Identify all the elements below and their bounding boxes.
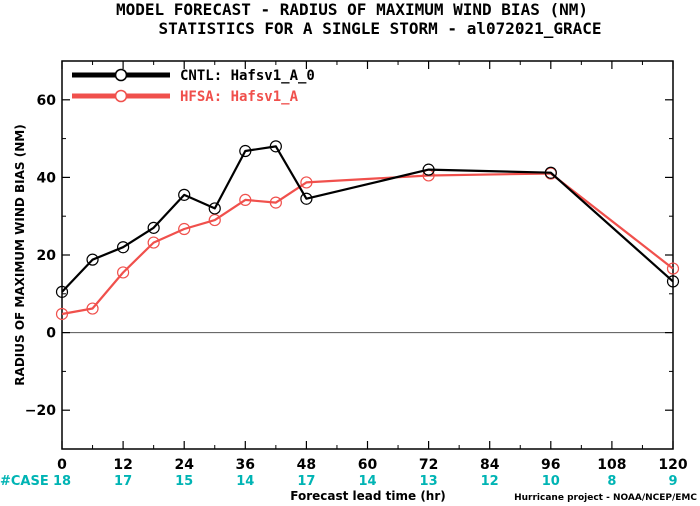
y-tick-label: −20 bbox=[25, 403, 56, 419]
case-count: 17 bbox=[297, 474, 315, 489]
case-count: 9 bbox=[668, 474, 677, 489]
case-count: 18 bbox=[53, 474, 71, 489]
data-point-cntl bbox=[300, 192, 313, 205]
series-line-cntl bbox=[61, 145, 674, 293]
data-point-cntl bbox=[666, 275, 680, 288]
data-point-cntl bbox=[116, 241, 130, 254]
data-point-cntl bbox=[147, 221, 160, 234]
x-tick-label: 84 bbox=[480, 457, 500, 473]
data-point-hfsa bbox=[666, 262, 680, 275]
data-point-hfsa bbox=[55, 307, 69, 321]
data-point-hfsa bbox=[239, 193, 252, 207]
x-tick-label: 72 bbox=[419, 457, 438, 473]
legend-label: CNTL: Hafsv1_A_0 bbox=[180, 68, 315, 84]
data-point-hfsa bbox=[208, 213, 221, 227]
chart-title: MODEL FORECAST - RADIUS OF MAXIMUM WIND … bbox=[116, 0, 588, 19]
x-tick-label: 60 bbox=[358, 457, 378, 473]
x-tick-label: 36 bbox=[236, 457, 255, 473]
case-count: 12 bbox=[481, 474, 499, 489]
credit-text: Hurricane project - NOAA/NCEP/EMC bbox=[514, 493, 697, 503]
x-tick-label: 108 bbox=[597, 457, 626, 473]
case-count: 17 bbox=[114, 474, 132, 489]
y-axis-label: RADIUS OF MAXIMUM WIND BIAS (NM) bbox=[13, 124, 27, 385]
legend-label: HFSA: Hafsv1_A bbox=[180, 89, 299, 105]
case-count: 13 bbox=[420, 474, 438, 489]
data-point-cntl bbox=[269, 140, 282, 153]
case-count: 15 bbox=[175, 474, 193, 489]
legend-marker bbox=[114, 68, 128, 82]
case-count: 10 bbox=[542, 474, 560, 489]
data-point-cntl bbox=[544, 166, 557, 179]
plot-frame bbox=[61, 60, 674, 450]
y-tick-label: 20 bbox=[37, 248, 57, 264]
x-tick-label: 120 bbox=[658, 457, 687, 473]
x-tick-label: 0 bbox=[57, 457, 67, 473]
series-line-hfsa bbox=[61, 172, 674, 316]
x-tick-label: 24 bbox=[174, 457, 194, 473]
case-count: 14 bbox=[236, 474, 254, 489]
case-count: 14 bbox=[358, 474, 376, 489]
data-point-cntl bbox=[86, 253, 99, 266]
x-tick-label: 48 bbox=[297, 457, 316, 473]
data-point-hfsa bbox=[300, 176, 313, 189]
x-axis-label: Forecast lead time (hr) bbox=[290, 489, 446, 503]
data-point-hfsa bbox=[178, 222, 191, 236]
data-point-cntl bbox=[55, 285, 69, 298]
data-point-cntl bbox=[208, 202, 221, 215]
data-point-cntl bbox=[239, 144, 252, 158]
case-count: 8 bbox=[607, 474, 616, 489]
y-tick-label: 60 bbox=[37, 93, 57, 109]
y-tick-label: 0 bbox=[46, 326, 56, 342]
data-point-hfsa bbox=[147, 236, 160, 249]
data-point-cntl bbox=[178, 188, 191, 201]
data-point-hfsa bbox=[86, 302, 99, 315]
legend-marker bbox=[114, 89, 128, 103]
data-point-cntl bbox=[422, 163, 435, 176]
case-label: #CASE bbox=[0, 474, 49, 489]
data-point-hfsa bbox=[116, 266, 130, 279]
data-point-hfsa bbox=[269, 196, 282, 209]
x-tick-label: 12 bbox=[113, 457, 132, 473]
chart-subtitle: STATISTICS FOR A SINGLE STORM - al072021… bbox=[158, 19, 601, 38]
x-tick-label: 96 bbox=[541, 457, 560, 473]
y-tick-label: 40 bbox=[37, 170, 57, 186]
